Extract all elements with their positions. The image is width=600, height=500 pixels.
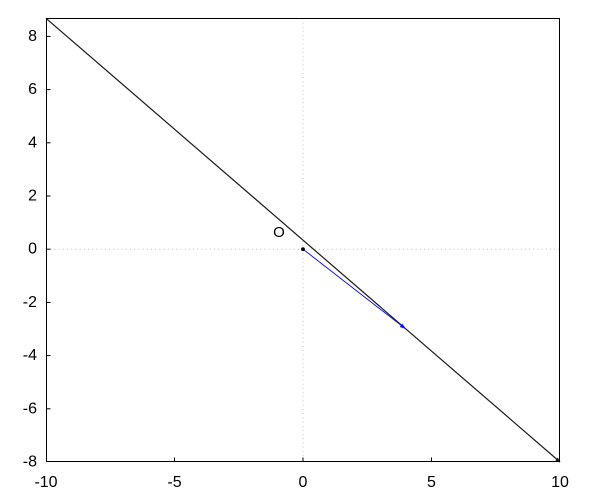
svg-text:-6: -6 xyxy=(23,400,37,417)
svg-text:0: 0 xyxy=(28,241,37,258)
svg-text:-4: -4 xyxy=(23,347,37,364)
svg-text:O: O xyxy=(273,224,285,241)
svg-text:-8: -8 xyxy=(23,454,37,471)
svg-text:-2: -2 xyxy=(23,294,37,311)
svg-text:2: 2 xyxy=(28,187,37,204)
svg-text:-10: -10 xyxy=(34,474,57,491)
svg-text:10: 10 xyxy=(551,474,569,491)
svg-text:8: 8 xyxy=(28,28,37,45)
svg-text:-5: -5 xyxy=(167,474,181,491)
svg-text:5: 5 xyxy=(427,474,436,491)
svg-text:6: 6 xyxy=(28,81,37,98)
svg-text:0: 0 xyxy=(299,474,308,491)
svg-text:4: 4 xyxy=(28,134,37,151)
